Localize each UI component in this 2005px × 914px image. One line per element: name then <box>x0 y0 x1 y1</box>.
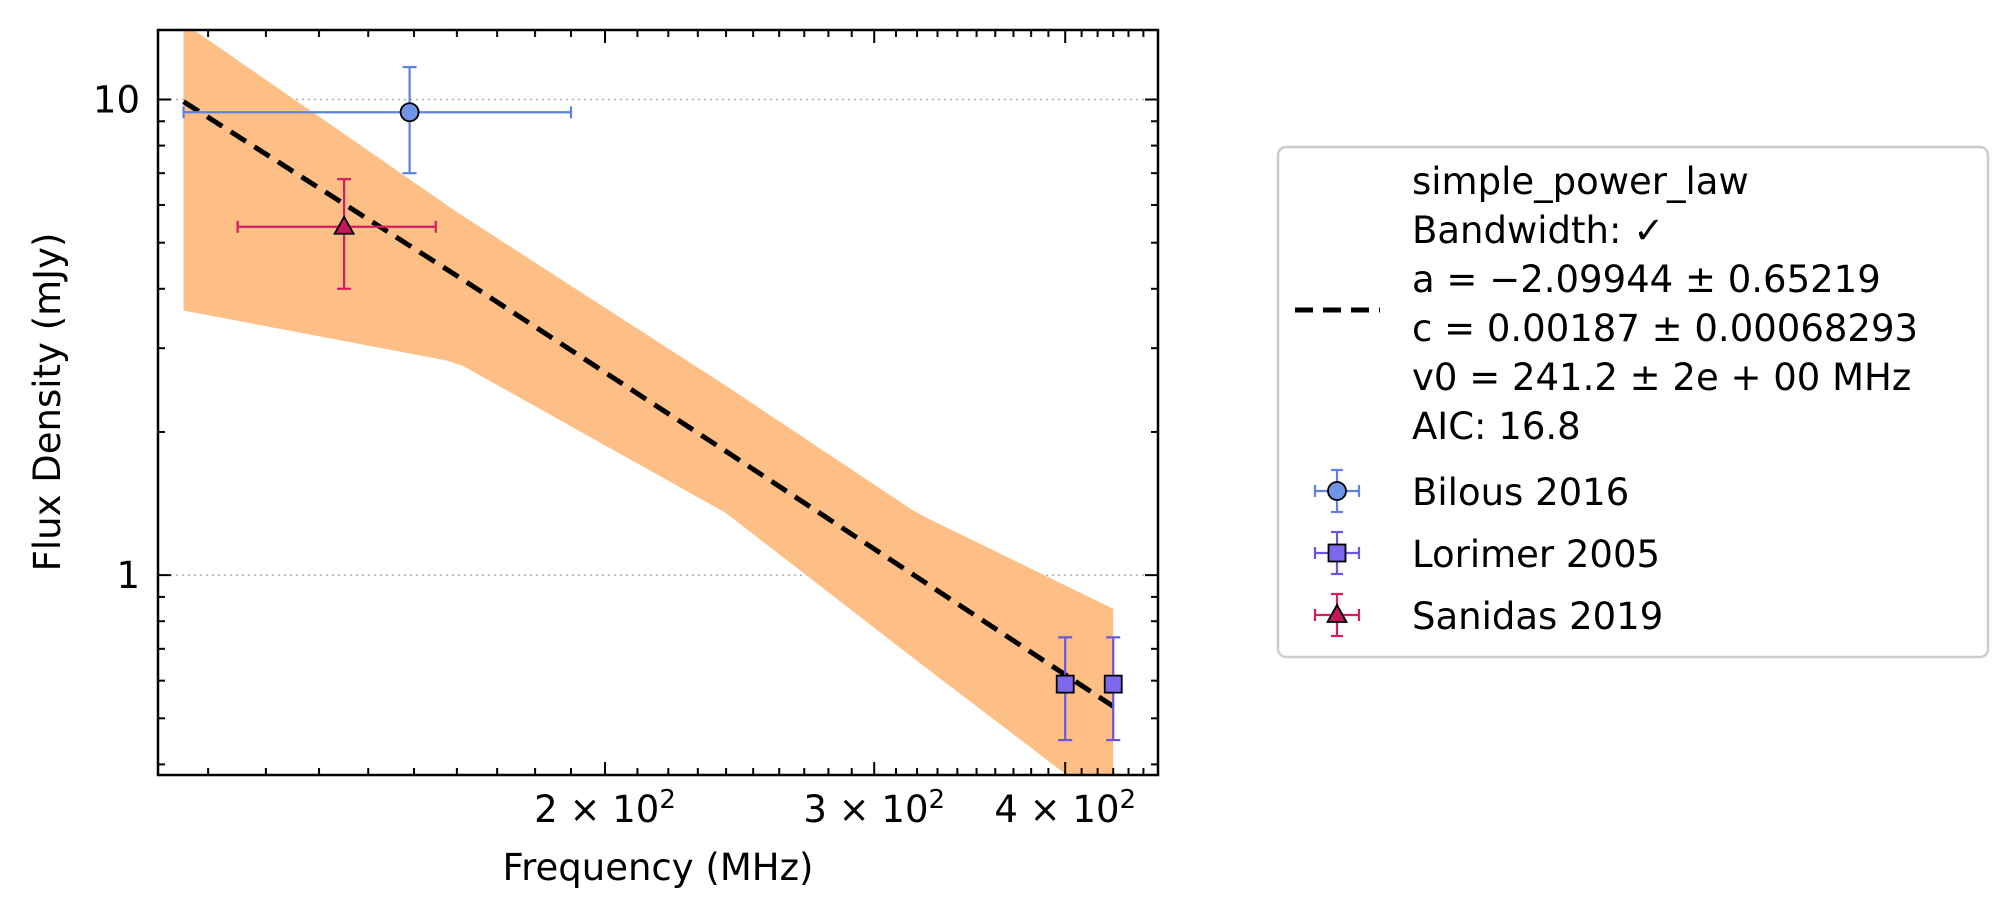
fit-line <box>182 99 1115 709</box>
tick-labels: 2 × 102 3 × 102 4 × 102 1 10 <box>93 79 1136 831</box>
legend-label-lorimer: Lorimer 2005 <box>1412 533 1660 576</box>
legend-label-sanidas: Sanidas 2019 <box>1412 595 1663 638</box>
x-tick-label-exponent-0: 2 <box>659 785 676 815</box>
gridlines <box>158 98 1158 576</box>
legend-fit-line-2: a = −2.09944 ± 0.65219 <box>1412 258 1881 301</box>
series-1-point-1 <box>1103 674 1123 694</box>
legend-fit-line-5: AIC: 16.8 <box>1412 405 1581 448</box>
x-tick-label-exponent-2: 2 <box>1120 785 1137 815</box>
x-tick-label-2: 4 × 102 <box>994 785 1136 831</box>
y-tick-label-1: 10 <box>93 79 140 122</box>
legend-frame <box>1276 145 1990 659</box>
y-axis-label: Flux Density (mJy) <box>26 233 69 572</box>
legend-fit-line-0: simple_power_law <box>1412 160 1749 203</box>
y-tick-label-0: 1 <box>116 554 140 597</box>
legend-marker-0 <box>1327 481 1347 501</box>
legend-marker-2 <box>1325 603 1349 623</box>
series-2-point-0 <box>333 214 356 235</box>
legend-fit-line-4: v0 = 241.2 ± 2e + 00 MHz <box>1412 356 1911 399</box>
legend: simple_power_law Bandwidth: ✓ a = −2.099… <box>1276 145 1990 659</box>
x-tick-label-0: 2 × 102 <box>534 785 676 831</box>
plot-area <box>182 30 1115 775</box>
legend-fit-line-1: Bandwidth: ✓ <box>1412 209 1664 252</box>
plot-frame <box>156 28 1160 777</box>
legend-marker-1 <box>1327 543 1347 563</box>
x-tick-label-1: 3 × 102 <box>803 785 945 831</box>
data-points <box>182 65 1123 742</box>
legend-markers <box>1313 468 1361 638</box>
ticks <box>158 30 1159 775</box>
series-1-point-0 <box>1055 674 1075 694</box>
x-axis-label: Frequency (MHz) <box>503 846 814 889</box>
uncertainty-band <box>183 30 1114 775</box>
x-tick-label-exponent-1: 2 <box>929 785 946 815</box>
series-0-point-0 <box>399 102 420 123</box>
legend-fit-line-3: c = 0.00187 ± 0.00068293 <box>1412 307 1918 350</box>
legend-label-bilous: Bilous 2016 <box>1412 471 1629 514</box>
